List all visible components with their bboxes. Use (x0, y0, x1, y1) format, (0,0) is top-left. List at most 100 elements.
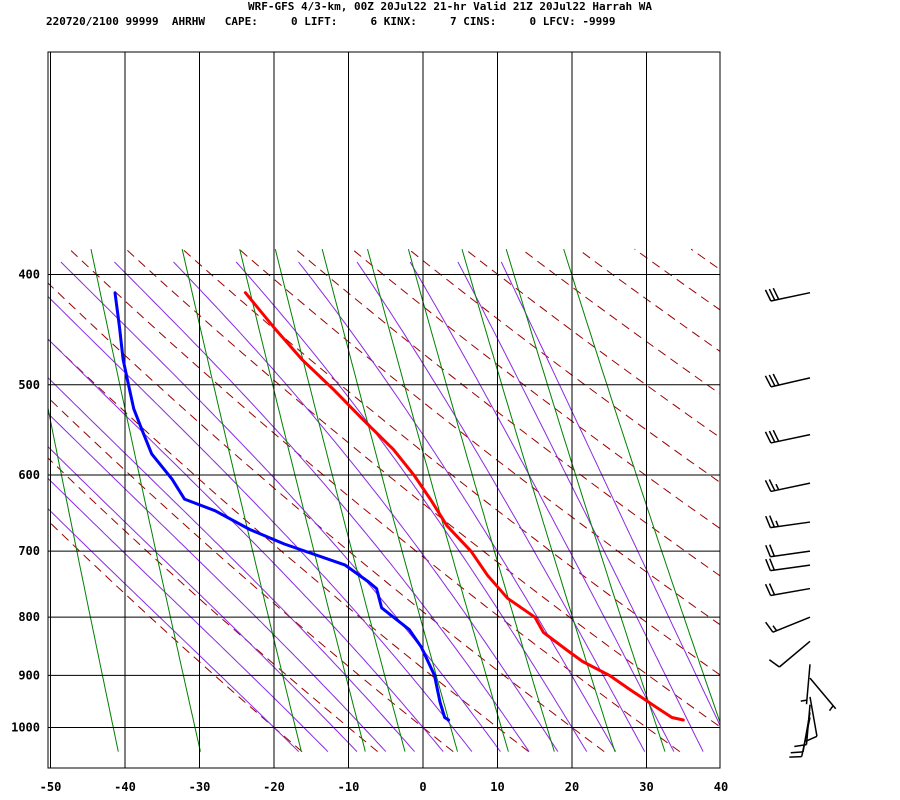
wind-barb-half-feather (775, 520, 780, 527)
temperature-tick-label: -30 (189, 780, 211, 794)
sounding-title-text: WRF-GFS 4/3-km, 00Z 20Jul22 21-hr Valid … (248, 0, 652, 13)
moist-adiabat (48, 477, 329, 752)
sounding-indices-line: 220720/2100 99999 AHRHW CAPE: 0 LIFT: 6 … (46, 15, 616, 28)
dry-adiabat (861, 249, 900, 751)
mixing-ratio-line (367, 248, 509, 752)
wind-barb-shaft (770, 521, 811, 529)
wind-barb-shaft (809, 696, 818, 737)
dry-adiabat (748, 249, 900, 751)
pressure-tick-label: 900 (18, 668, 40, 682)
pressure-tick-label: 500 (18, 378, 40, 392)
mixing-ratio-line (90, 248, 201, 752)
temperature-profile-line (243, 291, 685, 722)
wind-barb (764, 287, 811, 302)
wind-barb (800, 664, 811, 705)
wind-barb-feather (764, 479, 772, 492)
wind-barb-feather (769, 515, 776, 528)
mixing-ratio-line (274, 248, 406, 752)
pressure-tick-label: 800 (18, 610, 40, 624)
moist-adiabat (114, 261, 530, 752)
dry-adiabat (48, 282, 605, 753)
wind-barb-shaft (770, 291, 811, 302)
sounding-profiles (113, 291, 685, 722)
wind-barb-feather (768, 374, 776, 387)
temperature-tick-label: 20 (565, 780, 579, 794)
wind-barb-shaft (770, 377, 811, 388)
wind-barb-shaft (800, 717, 811, 757)
temperature-tick-label: -20 (263, 780, 285, 794)
dry-adiabat (125, 248, 720, 728)
temperature-tick-label: -10 (338, 780, 360, 794)
wind-barb (765, 616, 811, 633)
wind-barb-shaft (770, 564, 811, 572)
mixing-ratio-line (505, 248, 666, 752)
pressure-tick-label: 1000 (11, 721, 40, 735)
temperature-tick-label: 40 (714, 780, 728, 794)
wind-barb-feather (768, 288, 776, 301)
wind-barb-half-feather (800, 699, 807, 702)
wind-barb-feather (772, 429, 780, 442)
wind-barb-feather (768, 583, 776, 596)
mixing-ratio-line (461, 248, 616, 752)
moist-adiabat (173, 261, 559, 752)
temperature-tick-label: 0 (419, 780, 426, 794)
temperature-tick-label: 30 (639, 780, 653, 794)
moist-adiabat (48, 445, 358, 752)
wind-barb-feather (765, 621, 774, 633)
wind-barb-shaft (770, 587, 811, 597)
pressure-axis: 400 500 600 700 800 900 1000 (11, 267, 40, 734)
wind-barb (765, 558, 811, 572)
moist-adiabat (48, 508, 300, 752)
wind-barb-shaft (809, 677, 837, 710)
temperature-tick-label: -50 (40, 780, 62, 794)
dry-adiabat (69, 248, 681, 753)
wind-barb-shaft (770, 482, 811, 493)
wind-barb-feather (764, 289, 772, 302)
temperature-tick-label: -40 (114, 780, 136, 794)
wind-barb-feather (769, 558, 776, 571)
wind-barb-shaft (772, 616, 811, 633)
wind-barb-feather (764, 583, 772, 596)
wind-barb-feather (772, 373, 780, 386)
temperature-axis: -50 -40 -30 -20 -10 0 10 20 30 40 (40, 780, 729, 794)
wind-barb (768, 640, 811, 668)
dry-adiabat (238, 248, 720, 626)
wind-barb (764, 479, 811, 493)
wind-barb (764, 373, 811, 388)
wind-barb-feather (768, 430, 776, 443)
wind-barb-half-feather (828, 705, 834, 712)
wind-barb (765, 515, 811, 529)
mixing-ratio-line (48, 405, 119, 752)
dry-adiabat (295, 248, 720, 577)
mixing-ratio-line (563, 248, 720, 724)
wind-barb-feather (764, 431, 772, 444)
background-grid (48, 248, 900, 753)
wind-barb (764, 583, 811, 597)
wind-barb (765, 544, 811, 558)
wind-barb (789, 717, 811, 758)
pressure-tick-label: 700 (18, 544, 40, 558)
moist-adiabat (48, 412, 387, 752)
wind-barb-feather (768, 479, 776, 491)
dry-adiabat (408, 248, 720, 483)
dry-adiabat (521, 248, 720, 395)
pressure-tick-label: 400 (18, 267, 40, 281)
wind-barb-shaft (805, 664, 811, 705)
wind-barb-shaft (770, 433, 811, 444)
dry-adiabat (634, 248, 720, 311)
temperature-tick-label: 10 (490, 780, 504, 794)
wind-barb-feather (764, 375, 772, 388)
wind-barb-shaft (770, 550, 811, 558)
wind-barb-half-feather (775, 483, 780, 491)
wind-barb (764, 429, 811, 444)
dry-adiabat (182, 248, 720, 676)
mixing-ratio-line (181, 248, 302, 752)
wind-barb-feather (772, 287, 780, 300)
wind-barb-feather (765, 515, 772, 528)
wind-barb-feather (769, 544, 776, 557)
wind-barb-feather (765, 544, 772, 558)
wind-barbs (764, 287, 837, 758)
dry-adiabat (351, 248, 720, 530)
moist-adiabat (356, 261, 646, 752)
